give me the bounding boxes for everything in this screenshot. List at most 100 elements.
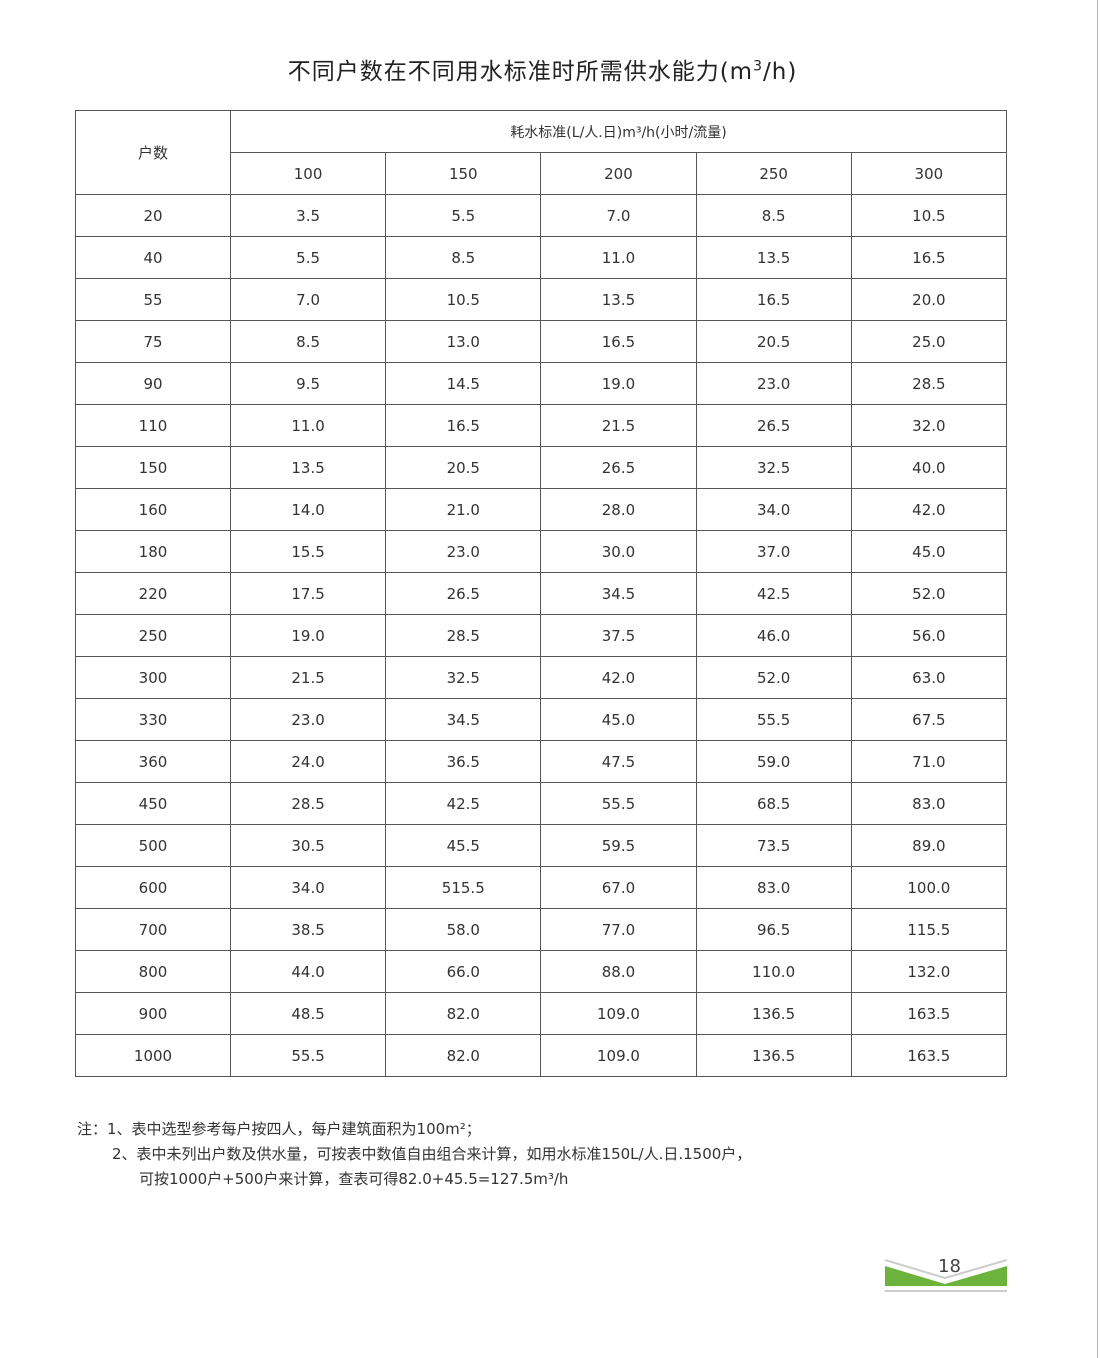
supply-value-cell: 16.5: [695, 278, 852, 321]
supply-value-cell: 82.0: [385, 1034, 542, 1077]
table-row: 55 7.0 10.5 13.5 16.5 20.0: [75, 278, 1008, 321]
supply-value-cell: 83.0: [695, 866, 852, 909]
supply-value-cell: 110.0: [695, 950, 852, 993]
table-row: 150 13.5 20.5 26.5 32.5 40.0: [75, 446, 1008, 489]
supply-value-cell: 23.0: [695, 362, 852, 405]
household-count-cell: 1000: [75, 1034, 231, 1077]
supply-value-cell: 20.5: [385, 446, 542, 489]
table-row: 600 34.0 515.5 67.0 83.0 100.0: [75, 866, 1008, 909]
supply-value-cell: 9.5: [229, 362, 387, 405]
supply-value-cell: 32.5: [385, 656, 542, 699]
wave-line: [885, 1259, 1007, 1280]
table-row: 360 24.0 36.5 47.5 59.0 71.0: [75, 740, 1008, 783]
supply-value-cell: 25.0: [850, 320, 1008, 363]
household-count-cell: 160: [75, 488, 231, 531]
table-row: 220 17.5 26.5 34.5 42.5 52.0: [75, 572, 1008, 615]
column-header: 250: [695, 152, 852, 195]
supply-value-cell: 37.0: [695, 530, 852, 573]
supply-value-cell: 3.5: [229, 194, 387, 237]
supply-value-cell: 7.0: [540, 194, 697, 237]
household-count-cell: 900: [75, 992, 231, 1035]
supply-value-cell: 59.5: [540, 824, 697, 867]
supply-value-cell: 46.0: [695, 614, 852, 657]
supply-value-cell: 16.5: [540, 320, 697, 363]
supply-value-cell: 13.5: [540, 278, 697, 321]
supply-value-cell: 42.5: [385, 782, 542, 825]
household-count-cell: 300: [75, 656, 231, 699]
supply-value-cell: 32.0: [850, 404, 1008, 447]
supply-value-cell: 56.0: [850, 614, 1008, 657]
table-row: 700 38.5 58.0 77.0 96.5 115.5: [75, 908, 1008, 951]
table-row: 500 30.5 45.5 59.5 73.5 89.0: [75, 824, 1008, 867]
water-supply-table: 户数 耗水标准(L/人.日)m³/h(小时/流量) 100 150 200 250 30…: [75, 110, 1008, 1077]
supply-value-cell: 8.5: [229, 320, 387, 363]
table-row: 250 19.0 28.5 37.5 46.0 56.0: [75, 614, 1008, 657]
household-count-cell: 450: [75, 782, 231, 825]
table-row: 300 21.5 32.5 42.0 52.0 63.0: [75, 656, 1008, 699]
supply-value-cell: 66.0: [385, 950, 542, 993]
header-row: 户数 耗水标准(L/人.日)m³/h(小时/流量): [75, 110, 1007, 195]
supply-value-cell: 42.0: [850, 488, 1008, 531]
table-row: 110 11.0 16.5 21.5 26.5 32.0: [75, 404, 1008, 447]
supply-value-cell: 68.5: [695, 782, 852, 825]
supply-value-cell: 8.5: [385, 236, 542, 279]
supply-value-cell: 20.0: [850, 278, 1008, 321]
household-count-cell: 40: [75, 236, 231, 279]
supply-value-cell: 19.0: [540, 362, 697, 405]
supply-value-cell: 83.0: [850, 782, 1008, 825]
supply-value-cell: 42.5: [695, 572, 852, 615]
title-end: /h): [763, 59, 798, 85]
household-count-cell: 180: [75, 530, 231, 573]
household-count-cell: 75: [75, 320, 231, 363]
supply-value-cell: 13.5: [229, 446, 387, 489]
household-count-cell: 360: [75, 740, 231, 783]
household-count-cell: 250: [75, 614, 231, 657]
household-count-cell: 220: [75, 572, 231, 615]
supply-value-cell: 34.5: [385, 698, 542, 741]
supply-value-cell: 28.5: [385, 614, 542, 657]
supply-value-cell: 32.5: [695, 446, 852, 489]
supply-value-cell: 14.5: [385, 362, 542, 405]
supply-value-cell: 55.5: [229, 1034, 387, 1077]
note-2: 2、表中未列出户数及供水量，可按表中数值自由组合来计算，如用水标准150L/人.…: [112, 1145, 752, 1163]
supply-value-cell: 26.5: [385, 572, 542, 615]
title-superscript: 3: [753, 58, 763, 75]
supply-value-cell: 48.5: [229, 992, 387, 1035]
supply-value-cell: 40.0: [850, 446, 1008, 489]
table-row: 450 28.5 42.5 55.5 68.5 83.0: [75, 782, 1008, 825]
supply-value-cell: 36.5: [385, 740, 542, 783]
supply-value-cell: 73.5: [695, 824, 852, 867]
household-count-cell: 90: [75, 362, 231, 405]
supply-value-cell: 19.0: [229, 614, 387, 657]
supply-value-cell: 77.0: [540, 908, 697, 951]
column-header: 200: [540, 152, 697, 195]
supply-value-cell: 16.5: [850, 236, 1008, 279]
household-count-cell: 700: [75, 908, 231, 951]
supply-value-cell: 45.0: [540, 698, 697, 741]
supply-value-cell: 96.5: [695, 908, 852, 951]
supply-value-cell: 47.5: [540, 740, 697, 783]
supply-value-cell: 30.5: [229, 824, 387, 867]
table-row: 800 44.0 66.0 88.0 110.0 132.0: [75, 950, 1008, 993]
supply-value-cell: 13.5: [695, 236, 852, 279]
supply-value-cell: 45.0: [850, 530, 1008, 573]
supply-value-cell: 26.5: [695, 404, 852, 447]
supply-value-cell: 28.5: [850, 362, 1008, 405]
column-header: 100: [229, 152, 387, 195]
supply-value-cell: 16.5: [385, 404, 542, 447]
supply-value-cell: 67.5: [850, 698, 1008, 741]
supply-value-cell: 34.0: [695, 488, 852, 531]
supply-value-cell: 63.0: [850, 656, 1008, 699]
household-count-cell: 500: [75, 824, 231, 867]
supply-value-cell: 17.5: [229, 572, 387, 615]
supply-value-cell: 21.5: [540, 404, 697, 447]
group-header-cell: 耗水标准(L/人.日)m³/h(小时/流量): [230, 110, 1007, 153]
table-row: 160 14.0 21.0 28.0 34.0 42.0: [75, 488, 1008, 531]
supply-value-cell: 44.0: [229, 950, 387, 993]
supply-value-cell: 24.0: [229, 740, 387, 783]
supply-value-cell: 59.0: [695, 740, 852, 783]
supply-value-cell: 7.0: [229, 278, 387, 321]
supply-value-cell: 21.5: [229, 656, 387, 699]
household-count-cell: 800: [75, 950, 231, 993]
page-edge-line: [1097, 0, 1098, 1358]
